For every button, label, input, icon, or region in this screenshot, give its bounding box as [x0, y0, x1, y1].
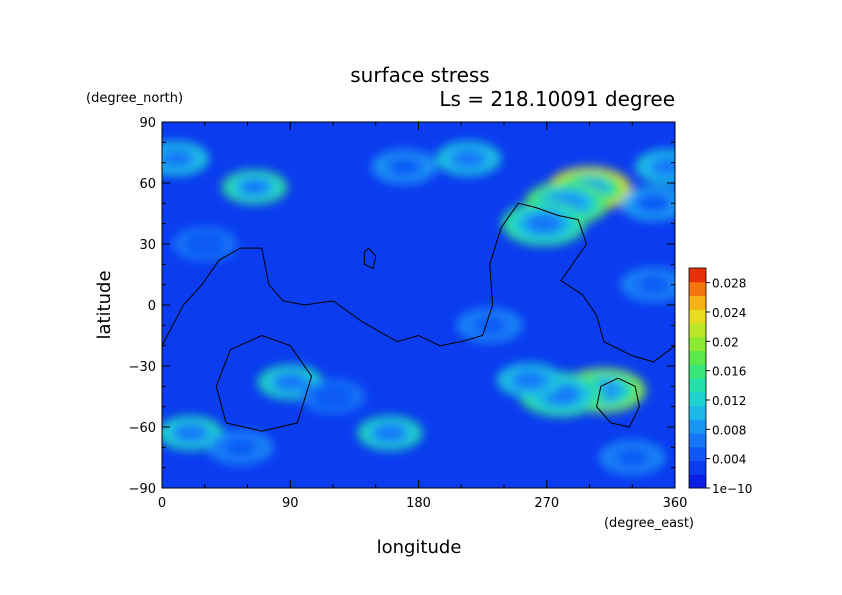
heatmap-hotspot [222, 170, 287, 205]
heatmap-hotspot [162, 141, 209, 176]
heatmap-hotspot [357, 416, 423, 451]
colorbar-segment [689, 405, 706, 420]
heatmap-hotspot [621, 186, 675, 221]
colorbar-segment [689, 474, 706, 489]
y-tick-label: −90 [129, 482, 156, 497]
heatmap-blob [525, 213, 563, 235]
chart-subtitle: Ls = 218.10091 degree [439, 87, 675, 111]
heatmap-hotspot [635, 149, 675, 184]
colorbar-tick-label: 0.02 [712, 335, 739, 349]
heatmap-blob [639, 195, 669, 212]
colorbar-segment [689, 364, 706, 379]
heatmap-hotspot [371, 149, 437, 184]
axes: 0 90 180 270 360 90 60 30 0 −30 −60 −90 [129, 116, 688, 511]
heatmap-blob [475, 317, 505, 334]
colorbar-tick-label: 0.012 [712, 394, 746, 408]
y-tick-label: 90 [139, 116, 156, 131]
colorbar-segment [689, 446, 706, 461]
heatmap-hotspot [162, 416, 223, 451]
colorbar-segment [689, 419, 706, 434]
colorbar-tick-label: 0.028 [712, 277, 746, 291]
heatmap-blob [375, 425, 405, 442]
heatmap-hotspot [599, 440, 665, 475]
colorbar-segment [689, 433, 706, 448]
coastline-contour [215, 335, 313, 432]
y-tick-label: 0 [148, 299, 156, 314]
heatmap-blob [617, 449, 647, 466]
coastline-contours [162, 202, 675, 432]
x-axis-label: longitude [377, 537, 462, 558]
coastline-contour [596, 377, 640, 428]
heatmap-blob [515, 372, 545, 389]
heatmap-plot-area [162, 122, 675, 488]
colorbar-segment [689, 295, 706, 310]
x-tick-label: 360 [663, 496, 688, 511]
x-tick-label: 90 [282, 496, 299, 511]
x-tick-label: 270 [534, 496, 559, 511]
heatmap-blob [176, 425, 205, 442]
y-tick-label: 30 [139, 238, 156, 253]
colorbar-segment [689, 309, 706, 324]
coastline-contour [162, 202, 675, 363]
y-unit-label: (degree_north) [86, 91, 183, 106]
heatmap-blob [225, 439, 255, 456]
colorbar-segment [689, 460, 706, 475]
heatmap-blob [453, 150, 483, 167]
colorbar-segment [689, 323, 706, 338]
x-tick-label: 180 [406, 496, 431, 511]
y-axis-label: latitude [94, 270, 115, 339]
colorbar-tick-label: 0.004 [712, 453, 746, 467]
colorbar-tick-label: 1e−10 [712, 482, 752, 496]
colorbar-segment [689, 391, 706, 406]
y-tick-label: −60 [129, 421, 156, 436]
heatmap-blob [275, 374, 305, 391]
heatmap-blob [190, 235, 220, 253]
colorbar-tick-label: 0.024 [712, 306, 746, 320]
chart-title: surface stress [350, 63, 489, 87]
heatmap-hotspot [436, 141, 501, 176]
heatmap-hotspot [300, 379, 366, 414]
heatmap-blob [162, 150, 191, 167]
heatmap-hotspot [502, 201, 586, 246]
colorbar-segment [689, 378, 706, 393]
colorbar-segment [689, 281, 706, 296]
heatmap-blob [639, 276, 669, 293]
colorbar-segment [689, 336, 706, 351]
heatmap-hotspot [208, 430, 273, 465]
heatmap-blob [240, 178, 270, 196]
heatmap-blob [318, 388, 348, 405]
colorbar-frame [688, 267, 707, 489]
colorbar-tick-label: 0.008 [712, 423, 746, 437]
heatmap-hotspot [621, 267, 675, 302]
heatmap-blob [653, 158, 675, 175]
colorbar-segment [689, 350, 706, 365]
heatmap-hotspot [172, 227, 238, 261]
x-unit-label: (degree_east) [604, 516, 694, 531]
x-tick-label: 0 [158, 496, 166, 511]
heatmap-hotspot [457, 308, 523, 343]
coastline-contour [363, 247, 377, 270]
y-tick-label: 60 [139, 177, 156, 192]
y-tick-label: −30 [129, 360, 156, 375]
colorbar-tick-label: 0.016 [712, 365, 746, 379]
heatmap-blob [389, 158, 419, 175]
colorbar-segment [689, 268, 706, 283]
heatmap-hotspot [497, 363, 562, 398]
colorbar: 1e−10 0.004 0.008 0.012 0.016 0.02 0.024 0.028 [688, 267, 752, 496]
